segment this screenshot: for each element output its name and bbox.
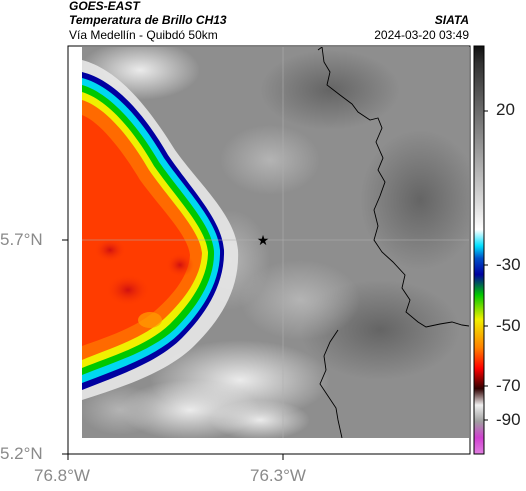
y-tick-label: 5.2°N [0, 444, 43, 463]
x-tick-label: 76.8°W [34, 466, 90, 485]
satellite-title: GOES-EAST [69, 0, 140, 13]
region-subtitle: Vía Medellín - Quibdó 50km [69, 28, 218, 42]
colorbar-tick-label: -70 [496, 376, 521, 395]
coldest-core [106, 274, 150, 306]
y-tick-label: 5.7°N [0, 230, 43, 249]
product-title: Temperatura de Brillo CH13 [69, 13, 227, 27]
timestamp-label: 2024-03-20 03:49 [374, 28, 469, 42]
department-border-south [319, 329, 343, 438]
colorbar-tick-label: -90 [496, 410, 521, 429]
star-icon: ★ [257, 233, 270, 249]
colorbar-tick-label: -30 [496, 255, 521, 274]
colorbar-tick-label: -50 [496, 316, 521, 335]
colorbar [473, 45, 485, 455]
map-frame [67, 45, 471, 455]
x-tick-label: 76.3°W [250, 466, 306, 485]
colorbar-tick-label: 20 [496, 100, 515, 119]
agency-label: SIATA [434, 13, 469, 27]
department-border [321, 47, 469, 328]
